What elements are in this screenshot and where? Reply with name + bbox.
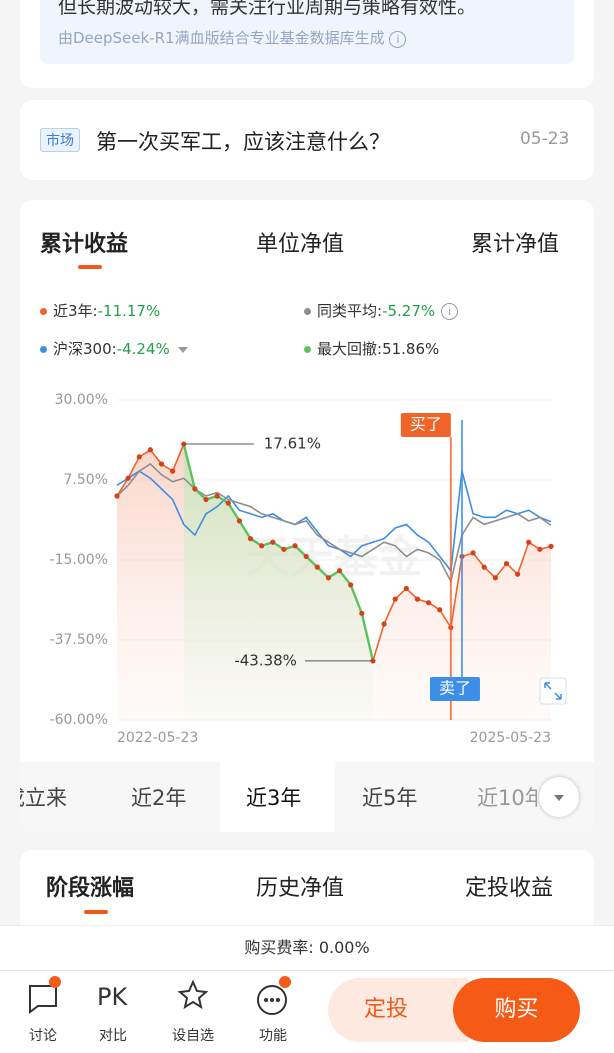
period-tab[interactable]: 成立来 — [20, 786, 67, 810]
fee: 购买费率: 0.00% — [244, 938, 370, 957]
fee-bar — [0, 925, 614, 971]
legend-item: 同类平均:-5.27% i — [304, 300, 459, 321]
legend-dot — [304, 308, 311, 315]
period-more[interactable] — [539, 777, 579, 817]
tab-underline — [78, 265, 102, 269]
nav-label[interactable]: 功能 — [259, 1028, 287, 1044]
legend-dot — [40, 308, 47, 315]
period-active — [220, 762, 335, 832]
period-tab[interactable]: 近5年 — [362, 786, 418, 810]
icon-more[interactable] — [257, 985, 287, 1015]
btn-invest[interactable]: 定投 — [328, 978, 468, 1042]
info-icon: i — [441, 303, 459, 320]
nav-label[interactable]: 对比 — [99, 1028, 127, 1044]
chart-card: 成立来 近2年 近3年 近5年 近10年 — [20, 200, 594, 832]
nav-label[interactable]: 讨论 — [29, 1028, 57, 1044]
ai-source: 由DeepSeek-R1满血版结合专业基金数据库生成 i — [58, 27, 407, 48]
badge — [49, 976, 61, 988]
legend-return: -5.27% — [382, 302, 436, 320]
badge — [279, 976, 291, 988]
chart-tab[interactable]: 单位净值 — [256, 232, 345, 257]
legend-dot — [304, 346, 311, 353]
icon-favorite[interactable] — [177, 979, 209, 1010]
tab-underline — [84, 910, 108, 914]
news-tag: 市场 — [40, 128, 80, 152]
legend-name: 沪深300: — [53, 340, 117, 358]
legend-return: -4.24% — [116, 340, 170, 358]
icon-pk[interactable]: PK — [97, 983, 128, 1011]
chart-tab[interactable]: 累计净值 — [471, 232, 560, 257]
nav-label[interactable]: 设自选 — [172, 1028, 214, 1044]
icon-discuss[interactable] — [29, 985, 57, 1014]
section-tab[interactable]: 阶段涨幅 — [46, 876, 135, 901]
chart-tab[interactable]: 累计收益 — [40, 232, 129, 257]
legend-return: -11.17% — [97, 302, 161, 320]
legend-dropdown — [177, 346, 188, 353]
period-tab[interactable]: 近3年 — [246, 786, 302, 810]
nav-icons — [29, 976, 291, 1015]
ai-text: 但长期波动较大，需关注行业周期与策略有效性。 — [58, 0, 477, 18]
legend-name: 最大回撤: — [317, 340, 383, 358]
legend-item: 沪深300:-4.24% — [40, 338, 188, 359]
legend-name: 近3年: — [53, 302, 98, 320]
period-tab[interactable]: 近10年 — [477, 786, 537, 810]
ai-source-text: 由DeepSeek-R1满血版结合专业基金数据库生成 — [58, 29, 385, 47]
info-icon[interactable]: i — [389, 31, 407, 48]
period-tab[interactable]: 近2年 — [131, 786, 187, 810]
ai-box — [40, 0, 574, 64]
section-tab[interactable]: 历史净值 — [256, 876, 345, 901]
news-title[interactable]: 第一次买军工，应该注意什么？ — [96, 130, 390, 154]
legend-name: 同类平均: — [317, 302, 383, 320]
legend-return: 51.86% — [382, 340, 440, 358]
legend-item: 近3年:-11.17% — [40, 300, 160, 321]
news-date: 05-23 — [520, 129, 570, 149]
news-card[interactable] — [20, 100, 594, 180]
section-tab[interactable]: 定投收益 — [465, 876, 554, 901]
btn-buy[interactable]: 购买 — [453, 978, 580, 1042]
legend-dot — [40, 346, 47, 353]
legend-item: 最大回撤:51.86% — [304, 338, 439, 359]
